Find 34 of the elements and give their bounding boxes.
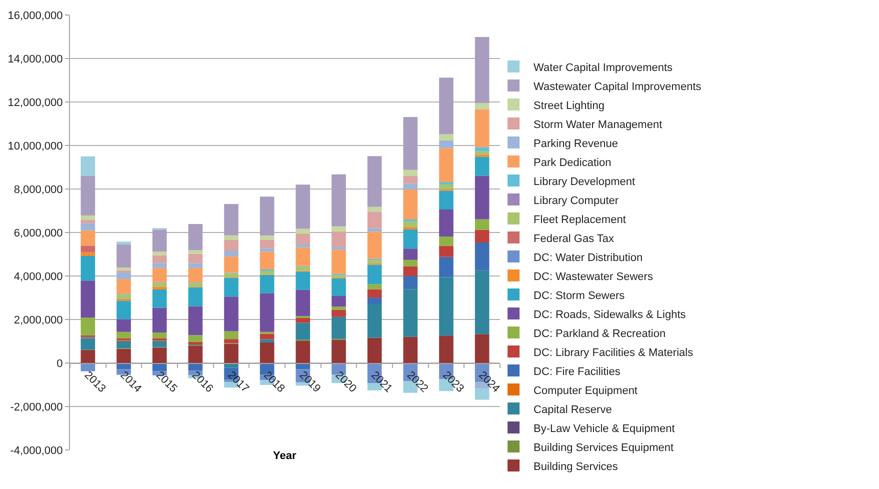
y-tick-label: 0 — [56, 358, 63, 370]
y-tick-label: 12,000,000 — [8, 96, 63, 109]
y-tick-label: 10,000,000 — [8, 140, 63, 152]
legend-label: Water Capital Improvements — [534, 62, 674, 74]
legend-label: DC: Wastewater Sewers — [534, 270, 654, 283]
y-tick-label: -4,000,000 — [10, 444, 63, 457]
legend-label: Library Development — [534, 176, 636, 188]
legend-label: Street Lighting — [534, 100, 604, 112]
y-tick-label: 2,000,000 — [14, 314, 63, 326]
legend-label: Library Computer — [534, 194, 619, 207]
y-tick-label: 4,000,000 — [14, 270, 63, 283]
legend-label: By-Law Vehicle & Equipment — [534, 422, 675, 435]
legend-label: Federal Gas Tax — [534, 232, 615, 245]
legend-label: Capital Reserve — [534, 404, 612, 416]
y-tick-label: 16,000,000 — [8, 10, 63, 22]
legend-label: Building Services Equipment — [534, 442, 674, 454]
legend-label: Parking Revenue — [534, 138, 618, 150]
legend-label: DC: Fire Facilities — [534, 366, 621, 378]
legend-label: Wastewater Capital Improvements — [534, 80, 702, 93]
y-tick-label: 8,000,000 — [14, 184, 63, 196]
legend-label: Building Services — [534, 460, 618, 473]
legend-label: Storm Water Management — [534, 118, 662, 131]
y-tick-label: 14,000,000 — [8, 53, 63, 66]
legend-label: DC: Water Distribution — [534, 252, 643, 264]
legend-label: DC: Parkland & Recreation — [534, 328, 666, 340]
x-axis-title: Year — [273, 450, 297, 462]
y-tick-label: -2,000,000 — [10, 401, 63, 414]
legend-label: DC: Roads, Sidewalks & Lights — [534, 308, 686, 321]
legend-label: DC: Library Facilities & Materials — [534, 346, 694, 359]
legend-label: Fleet Replacement — [534, 214, 626, 226]
legend-label: DC: Storm Sewers — [534, 290, 626, 302]
legend-label: Computer Equipment — [534, 384, 638, 397]
y-tick-label: 6,000,000 — [14, 227, 63, 240]
legend-label: Park Dedication — [534, 156, 612, 169]
